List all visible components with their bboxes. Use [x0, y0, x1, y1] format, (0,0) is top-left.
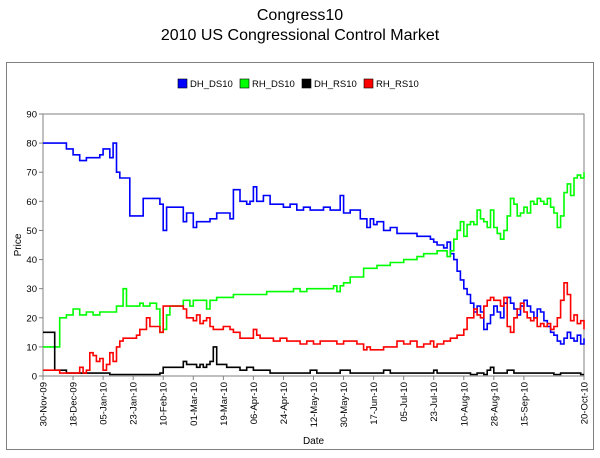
x-tick-label: 20-Oct-10	[580, 382, 591, 424]
legend-swatch-rh-rs10	[363, 78, 374, 89]
x-tick-label: 23-Jul-10	[429, 382, 440, 422]
y-tick-label: 20	[26, 313, 37, 324]
series-line-rh-rs10	[43, 282, 585, 374]
x-tick-label: 10-Aug-10	[459, 382, 470, 426]
y-tick-label: 90	[26, 110, 37, 121]
legend-swatch-dh-ds10	[177, 78, 188, 89]
x-tick-label: 30-May-10	[339, 382, 350, 427]
y-tick-label: 40	[26, 255, 37, 266]
y-tick-label: 30	[26, 284, 37, 295]
x-tick-label: 24-Apr-10	[279, 382, 290, 424]
series-line-dh-ds10	[43, 142, 585, 345]
series-line-rh-ds10	[43, 172, 585, 348]
x-tick-label: 05-Jan-10	[99, 382, 110, 425]
legend-swatch-rh-ds10	[239, 78, 250, 89]
x-tick-label: 17-Jun-10	[369, 382, 380, 425]
legend-label-dh-ds10: DH_DS10	[190, 79, 233, 90]
x-tick-label: 18-Dec-09	[69, 382, 80, 426]
y-tick-label: 60	[26, 197, 37, 208]
y-tick-label: 0	[32, 372, 37, 383]
plot-area	[42, 113, 585, 377]
series-line-dh-rs10	[43, 331, 584, 376]
y-tick-label: 70	[26, 168, 37, 179]
chart-title: Congress10	[256, 7, 344, 24]
y-tick-label: 80	[26, 139, 37, 150]
x-tick-label: 28-Aug-10	[489, 382, 500, 426]
x-tick-label: 01-Mar-10	[189, 382, 200, 426]
x-tick-label: 19-Mar-10	[219, 382, 230, 426]
x-tick-label: 12-May-10	[309, 382, 320, 427]
y-tick-label: 50	[26, 226, 37, 237]
legend-label-rh-rs10: RH_RS10	[376, 79, 419, 90]
legend-swatch-dh-rs10	[301, 78, 312, 89]
chart-frame	[6, 62, 594, 450]
x-tick-label: 30-Nov-09	[39, 382, 50, 426]
legend-label-rh-ds10: RH_DS10	[252, 79, 295, 90]
x-tick-label: 10-Feb-10	[159, 382, 170, 426]
x-tick-label: 06-Apr-10	[249, 382, 260, 424]
y-axis-label: Price	[13, 233, 24, 256]
x-tick-label: 05-Jul-10	[399, 382, 410, 422]
x-tick-label: 15-Sep-10	[519, 382, 530, 426]
chart-subtitle: 2010 US Congressional Control Market	[160, 27, 440, 44]
legend-label-dh-rs10: DH_RS10	[314, 79, 357, 90]
x-tick-label: 23-Jan-10	[129, 382, 140, 425]
x-axis-label: Date	[303, 436, 325, 447]
y-tick-label: 10	[26, 342, 37, 353]
